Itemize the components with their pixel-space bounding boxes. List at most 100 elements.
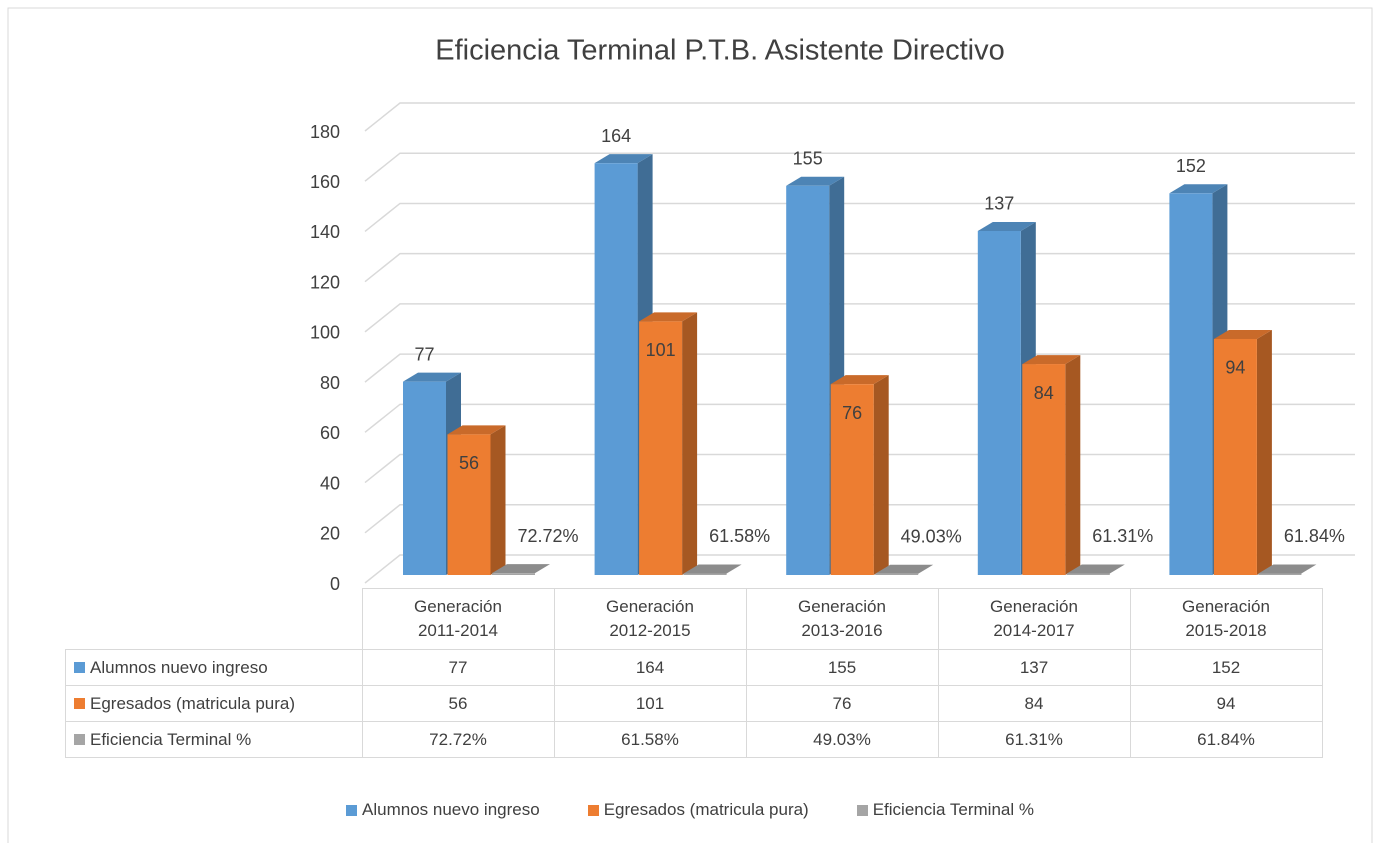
- data-label: 72.72%: [517, 526, 578, 546]
- bar-top: [403, 372, 461, 382]
- legend-swatch: [346, 804, 358, 816]
- bar-side: [1256, 329, 1272, 575]
- table-cell: 61.31%: [937, 721, 1131, 758]
- bar: [639, 321, 683, 575]
- bar-top: [786, 176, 845, 186]
- bar: [492, 573, 535, 575]
- bar: [786, 185, 830, 575]
- table-header-cell: Generación 2011-2014: [361, 588, 555, 650]
- bar: [403, 381, 446, 575]
- bar: [594, 163, 638, 575]
- table-row: Alumnos nuevo ingreso 77 164 155 137 152: [65, 649, 1323, 686]
- table-row: Egresados (matricula pura) 56 101 76 84 94: [65, 685, 1323, 722]
- legend: Alumnos nuevo ingreso Egresados (matricul…: [0, 800, 1380, 820]
- data-label: 77: [414, 344, 434, 364]
- chart-title: Eficiencia Terminal P.T.B. Asistente Dir…: [435, 35, 1005, 67]
- bar-top: [1022, 355, 1081, 365]
- bar: [683, 573, 727, 575]
- data-label: 61.58%: [709, 526, 770, 546]
- table-header-cell: Generación 2013-2016: [745, 588, 939, 650]
- bar-top: [1169, 184, 1228, 194]
- category-label: Generación 2011-2014: [414, 597, 502, 640]
- bar-top: [1213, 329, 1272, 339]
- bar: [875, 573, 919, 575]
- bar: [1022, 364, 1066, 575]
- table-cell: 152: [1129, 649, 1323, 686]
- category-label: Generación 2012-2015: [606, 597, 694, 640]
- table-cell: 56: [361, 685, 555, 722]
- grid-line: [364, 252, 1355, 283]
- data-label: 61.84%: [1284, 526, 1345, 546]
- table-cell: 84: [937, 685, 1131, 722]
- category-label: Generación 2013-2016: [798, 597, 886, 640]
- bar-top: [1066, 564, 1125, 574]
- table-corner: [65, 588, 363, 650]
- y-tick-label: 180: [310, 122, 340, 142]
- bar-top: [492, 564, 550, 574]
- bar: [1258, 573, 1302, 575]
- bar: [830, 384, 874, 575]
- data-label: 76: [842, 403, 862, 423]
- data-table: Generación 2011-2014 Generación 2012-2015…: [65, 588, 1323, 758]
- y-tick-label: 40: [320, 473, 340, 493]
- legend-swatch: [74, 661, 85, 673]
- legend-swatch: [74, 697, 85, 709]
- y-tick-label: 0: [330, 574, 340, 594]
- legend-swatch: [74, 733, 85, 745]
- grid-line: [364, 202, 1355, 233]
- data-label: 155: [793, 149, 823, 169]
- y-tick-label: 140: [310, 222, 340, 242]
- data-label: 164: [601, 126, 631, 146]
- table-cell: 77: [361, 649, 555, 686]
- bar-top: [830, 375, 889, 385]
- legend-item: Eficiencia Terminal %: [856, 800, 1034, 820]
- data-label: 94: [1225, 358, 1245, 378]
- table-cell: 155: [745, 649, 939, 686]
- bar-top: [683, 564, 742, 574]
- legend-label: Egresados (matricula pura): [603, 800, 809, 819]
- legend-item: Alumnos nuevo ingreso: [346, 800, 540, 820]
- bar-side: [873, 375, 889, 575]
- data-label: 152: [1176, 156, 1206, 176]
- data-label: 49.03%: [901, 527, 962, 547]
- legend-swatch: [856, 804, 868, 816]
- bar-top: [447, 425, 506, 435]
- bar: [977, 230, 1021, 575]
- y-tick-label: 80: [320, 373, 340, 393]
- bar: [1169, 193, 1213, 576]
- row-header: Egresados (matricula pura): [65, 685, 363, 722]
- legend-swatch: [587, 804, 599, 816]
- table-cell: 94: [1129, 685, 1323, 722]
- bar-side: [1065, 355, 1081, 575]
- row-header: Alumnos nuevo ingreso: [65, 649, 363, 686]
- bar-top: [875, 564, 934, 574]
- legend-item: Egresados (matricula pura): [587, 800, 809, 820]
- bar-top: [1258, 564, 1317, 574]
- bar: [447, 434, 491, 575]
- table-header-row: Generación 2011-2014 Generación 2012-2015…: [65, 588, 1323, 650]
- grid-line: [364, 303, 1355, 333]
- bar-side: [490, 425, 506, 575]
- table-cell: 61.58%: [553, 721, 747, 758]
- bar-top: [977, 221, 1036, 231]
- y-tick-label: 160: [310, 172, 340, 192]
- table-row: Eficiencia Terminal % 72.72% 61.58% 49.03% 6…: [65, 721, 1323, 758]
- table-cell: 49.03%: [745, 721, 939, 758]
- y-tick-label: 100: [310, 323, 340, 343]
- grid-line: [364, 152, 1355, 182]
- data-label: 101: [646, 340, 676, 360]
- category-label: Generación 2015-2018: [1182, 597, 1270, 640]
- table-cell: 101: [553, 685, 747, 722]
- data-label: 56: [459, 453, 479, 473]
- table-header-cell: Generación 2015-2018: [1129, 588, 1323, 650]
- row-label: Egresados (matricula pura): [90, 693, 296, 713]
- table-cell: 137: [937, 649, 1131, 686]
- table-cell: 76: [745, 685, 939, 722]
- data-label: 137: [984, 194, 1014, 214]
- row-header: Eficiencia Terminal %: [65, 721, 363, 758]
- table-cell: 72.72%: [361, 721, 555, 758]
- y-tick-label: 60: [320, 423, 340, 443]
- row-label: Eficiencia Terminal %: [90, 729, 252, 749]
- bar-top: [639, 312, 698, 322]
